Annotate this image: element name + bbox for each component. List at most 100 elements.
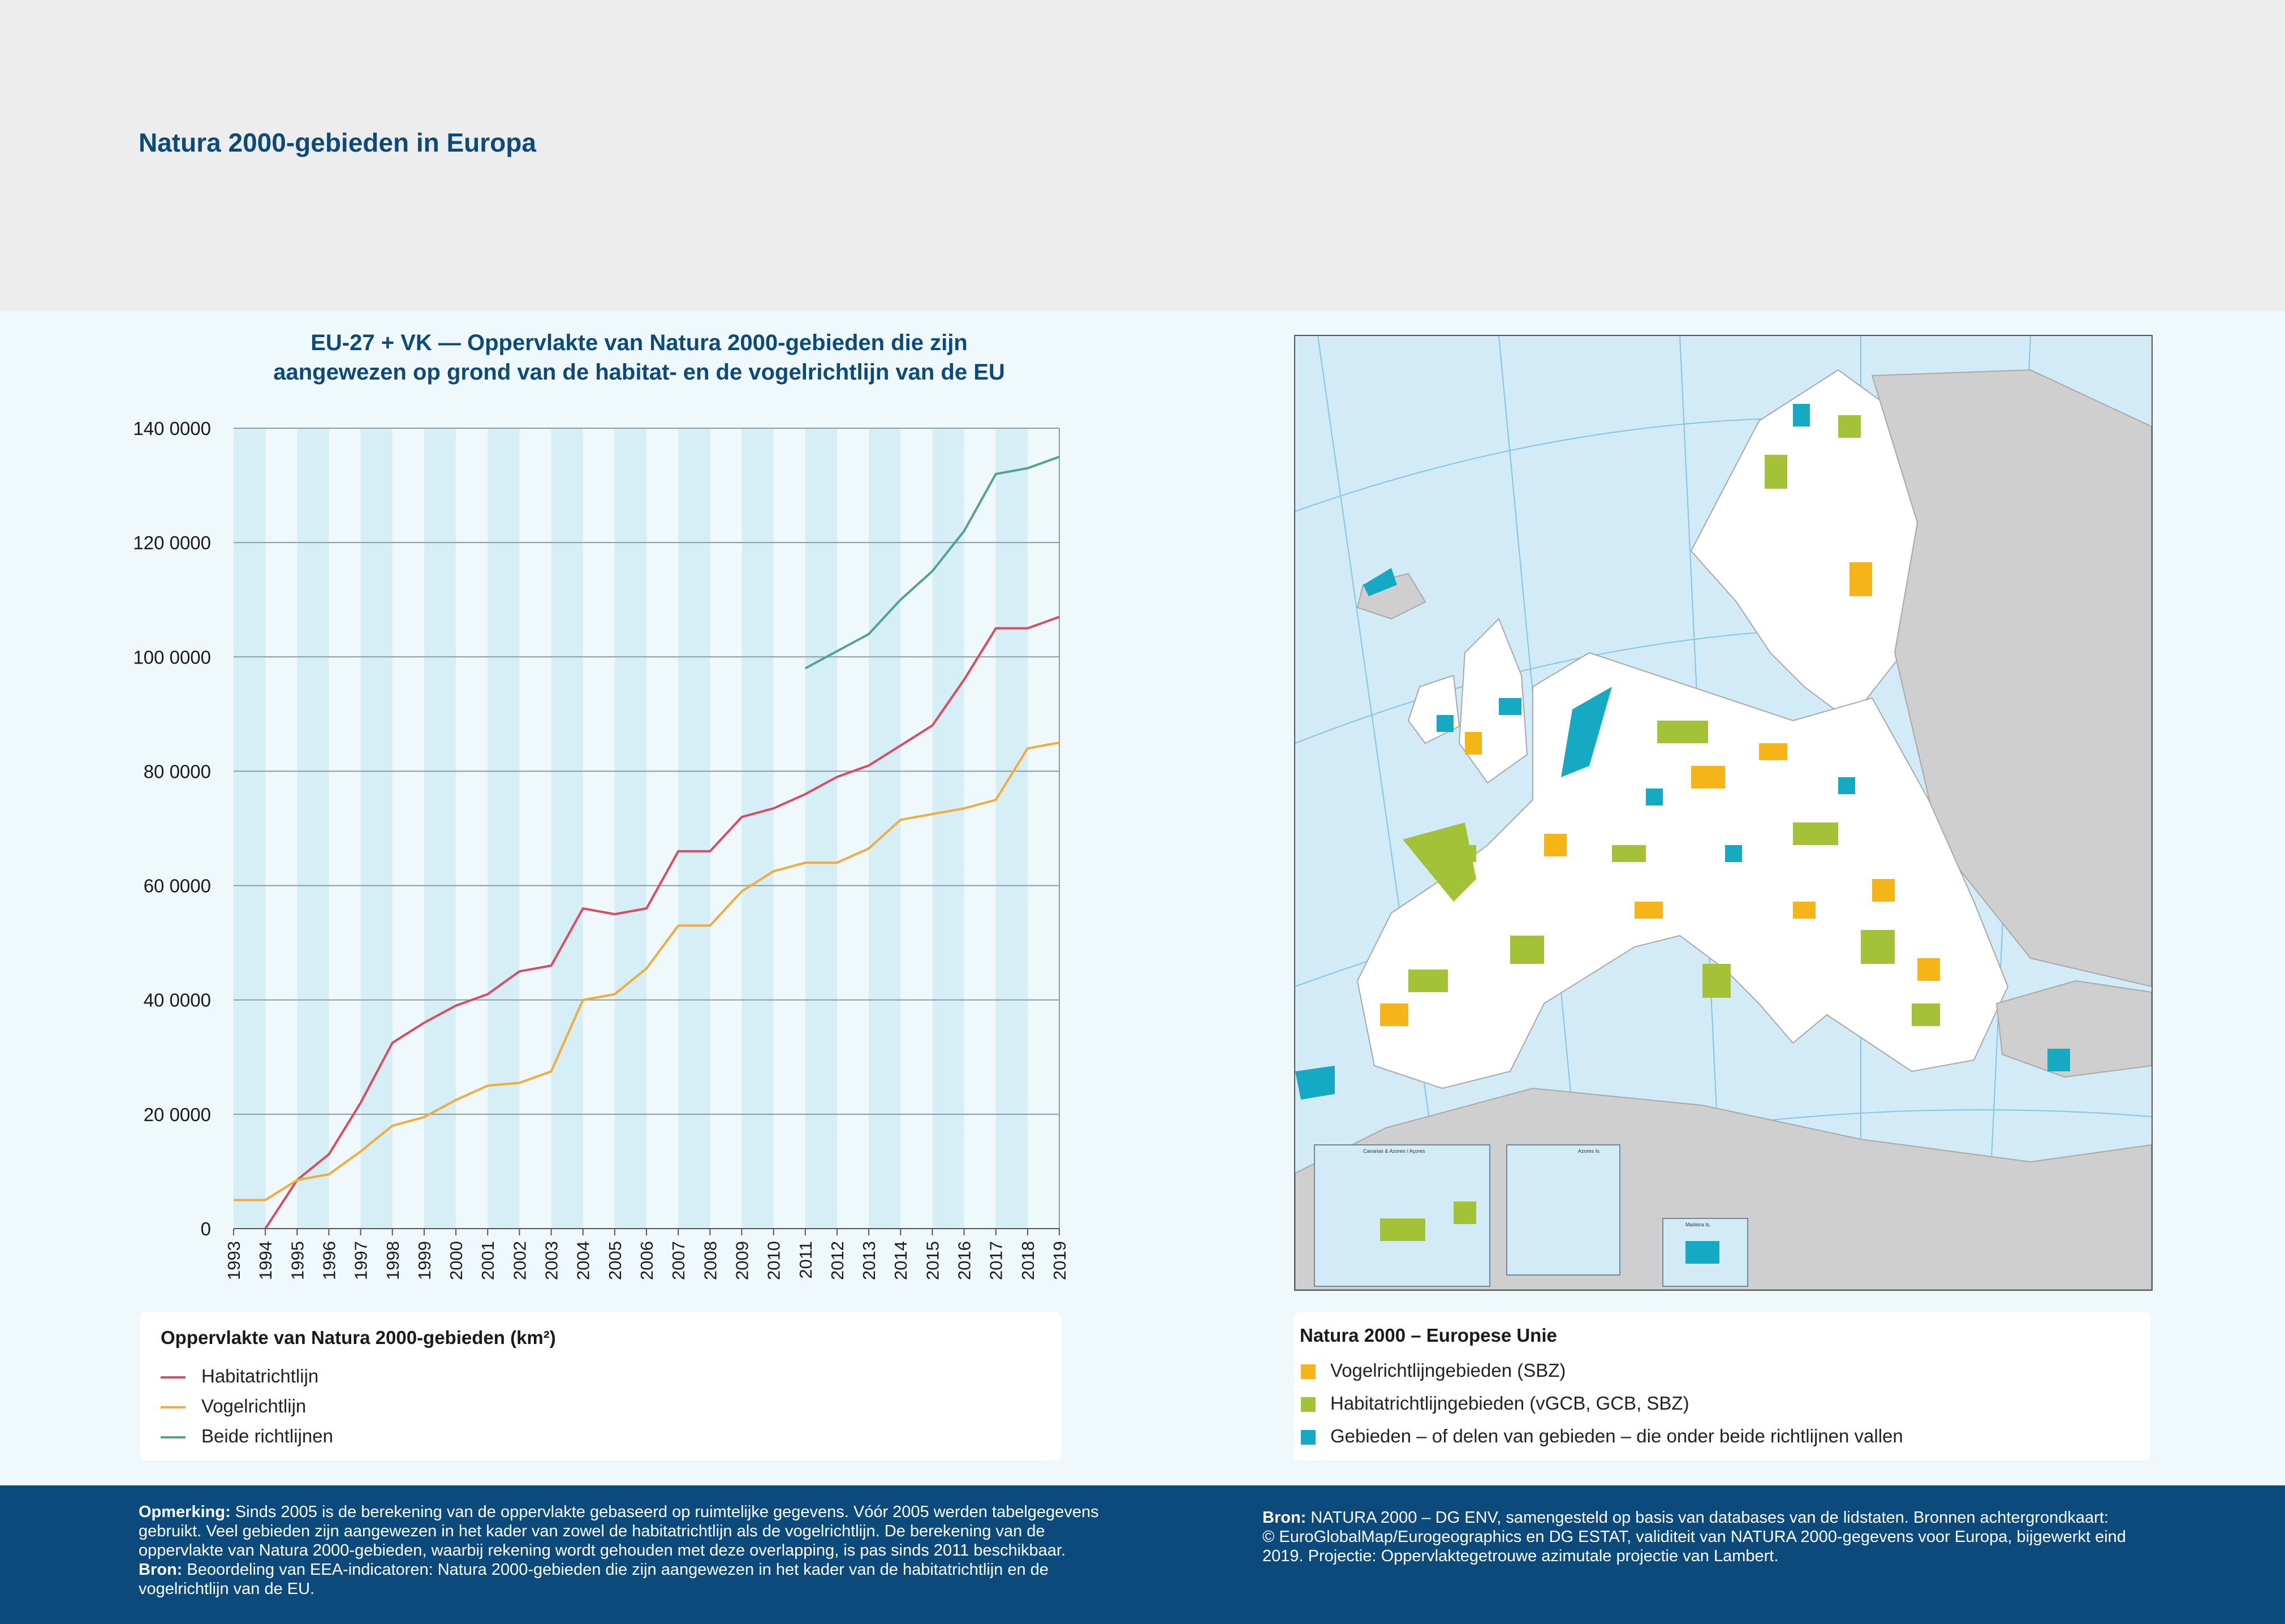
x-tick-label: 2000: [446, 1241, 466, 1280]
data-point: [1058, 455, 1061, 459]
data-point: [613, 912, 616, 916]
header-band: [0, 0, 2285, 311]
data-point: [963, 529, 966, 533]
page-title: Natura 2000-gebieden in Europa: [139, 128, 536, 157]
footer-bron-text: Beoordeling van EEA-indicatoren: Natura …: [182, 1561, 1049, 1579]
data-point: [581, 998, 585, 1002]
footer-note-right: Bron: NATURA 2000 – DG ENV, samengesteld…: [1262, 1508, 2269, 1566]
data-point: [899, 818, 902, 821]
data-point: [391, 1124, 394, 1127]
data-point: [518, 1081, 521, 1084]
data-point: [1058, 741, 1061, 744]
x-tick-label: 1998: [383, 1241, 403, 1280]
land-turkey: [1995, 980, 2152, 1078]
footer-bron-label: Bron:: [139, 1561, 183, 1579]
data-point: [327, 1173, 330, 1176]
footer-right-text1: NATURA 2000 – DG ENV, samengesteld op ba…: [1306, 1509, 2109, 1527]
x-tick-label: 2019: [1050, 1241, 1070, 1280]
legend-swatch-sbz: [1301, 1364, 1316, 1379]
data-point: [486, 1084, 489, 1087]
legend-label-habitat: Habitatrichtlijn: [201, 1365, 319, 1386]
year-band: [805, 428, 837, 1229]
y-tick-label: 140 0000: [133, 418, 211, 439]
legend-label-sbz: Vogelrichtlijngebieden (SBZ): [1330, 1360, 1566, 1381]
series-line-vogelrichtlijn: [234, 741, 1060, 1201]
data-point: [708, 850, 712, 853]
x-tick-label: 2015: [922, 1241, 942, 1280]
data-point: [867, 847, 870, 850]
x-tick-label: 2016: [955, 1241, 975, 1280]
data-point: [804, 792, 807, 796]
chart-legend-title: Oppervlakte van Natura 2000-gebieden (km…: [161, 1327, 556, 1348]
y-tick-label: 20 0000: [144, 1104, 211, 1125]
x-tick-label: 2007: [669, 1241, 688, 1280]
chart-title: EU-27 + VK — Oppervlakte van Natura 2000…: [141, 328, 1137, 387]
sites-habitat: [1403, 415, 1940, 1026]
x-tick-label: 2017: [986, 1241, 1006, 1280]
y-tick-label: 0: [201, 1218, 211, 1239]
footer-left-line2: gebruikt. Veel gebieden zijn aangewezen …: [139, 1522, 1045, 1540]
legend-label-gcb: Habitatrichtlijngebieden (vGCB, GCB, SBZ…: [1330, 1393, 1689, 1414]
footer-note-left: Opmerking: Sinds 2005 is de berekening v…: [139, 1502, 1225, 1599]
data-point: [676, 924, 680, 927]
data-point: [899, 744, 902, 747]
series-line-beide-richtlijnen: [804, 455, 1060, 670]
data-point: [994, 472, 998, 476]
sites-bird: [1380, 562, 1940, 1026]
inset-label-canarias: Canarias & Azores / Açores: [1363, 1148, 1425, 1154]
data-point: [930, 812, 934, 816]
y-tick-label: 80 0000: [144, 761, 211, 782]
inset-sites: [1380, 1201, 1719, 1264]
inset-label-madeira: Madeira Is.: [1685, 1222, 1711, 1227]
data-point: [835, 776, 839, 779]
chart-title-line2: aangewezen op grond van de habitat- en d…: [273, 360, 1005, 385]
x-tick-label: 2001: [478, 1241, 498, 1280]
footer-left-line5: vogelrichtlijn van de EU.: [139, 1580, 315, 1598]
footer-right-line3: 2019. Projectie: Oppervlaktegetrouwe azi…: [1262, 1547, 1779, 1565]
x-tick-label: 2002: [510, 1241, 529, 1280]
footer-right-bron-label: Bron:: [1262, 1509, 1307, 1527]
data-point: [1026, 747, 1029, 750]
data-point: [295, 1178, 299, 1182]
data-point: [740, 890, 743, 893]
sites-both: [1295, 404, 2070, 1100]
data-point: [232, 1198, 235, 1201]
data-point: [327, 1153, 330, 1156]
footer-right-line2: © EuroGlobalMap/Eurogeographics en DG ES…: [1262, 1528, 2126, 1546]
chart-title-line1: EU-27 + VK — Oppervlakte van Natura 2000…: [311, 330, 968, 355]
data-point: [391, 1041, 394, 1045]
data-point: [486, 993, 489, 996]
x-tick-label: 2006: [637, 1241, 657, 1280]
x-tick-label: 2010: [764, 1241, 784, 1280]
x-tick-label: 2013: [859, 1241, 879, 1280]
data-point: [1026, 627, 1029, 630]
data-point: [676, 850, 680, 853]
data-point: [550, 964, 553, 967]
inset-label-azores: Azores Is.: [1578, 1148, 1601, 1154]
legend-label-both: Gebieden – of delen van gebieden – die o…: [1330, 1425, 1903, 1446]
year-band: [741, 428, 774, 1229]
x-tick-label: 1993: [224, 1241, 244, 1280]
data-point: [264, 1198, 267, 1201]
y-tick-label: 40 0000: [144, 990, 211, 1011]
legend-swatch-vogel: [161, 1406, 186, 1408]
data-point: [518, 970, 521, 973]
data-point: [1058, 615, 1061, 619]
legend-label-beide: Beide richtlijnen: [201, 1425, 333, 1446]
y-tick-label: 120 0000: [133, 532, 211, 553]
data-point: [867, 764, 870, 767]
x-tick-label: 2018: [1018, 1241, 1038, 1280]
natura-2000-map: Canarias & Azores / Açores Azores Is. Ma…: [1294, 335, 2153, 1291]
data-point: [994, 798, 998, 802]
data-point: [835, 649, 839, 653]
x-tick-label: 2014: [891, 1241, 911, 1280]
data-point: [772, 807, 775, 810]
data-point: [804, 861, 807, 864]
year-band: [678, 428, 710, 1229]
data-point: [963, 678, 966, 682]
footer-opmerking-label: Opmerking:: [139, 1503, 231, 1521]
map-legend-title: Natura 2000 – Europese Unie: [1300, 1325, 1557, 1346]
data-point: [899, 598, 902, 601]
x-tick-label: 1994: [256, 1241, 275, 1280]
